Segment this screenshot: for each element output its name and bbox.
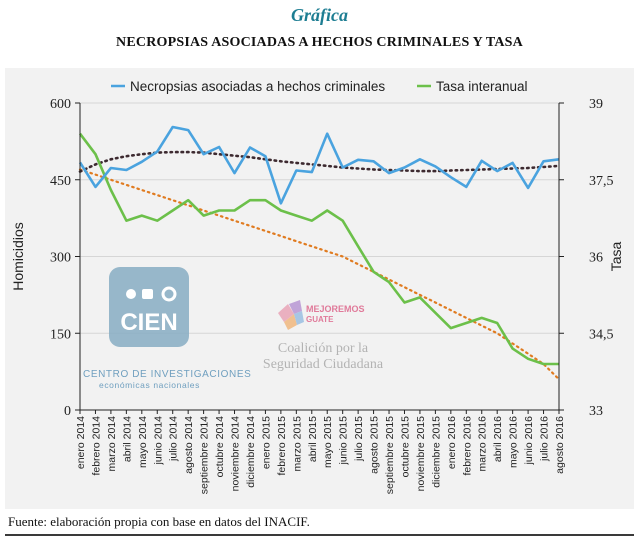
cien-logo-dot bbox=[126, 289, 136, 299]
x-tick-label: febrero 2014 bbox=[90, 416, 102, 476]
trendline-necropsias bbox=[78, 150, 561, 173]
x-tick-label: julio 2015 bbox=[353, 416, 365, 462]
y-tick-label-left: 0 bbox=[64, 404, 71, 419]
cien-logo-text: CIEN bbox=[120, 309, 177, 336]
x-tick-label: octubre 2014 bbox=[214, 416, 226, 477]
legend-label-necropsias: Necropsias asociadas a hechos criminales bbox=[130, 79, 385, 94]
y-tick-label-right: 37,5 bbox=[589, 174, 614, 189]
legend-label-tasa: Tasa interanual bbox=[436, 79, 528, 94]
x-tick-label: enero 2014 bbox=[75, 416, 87, 469]
x-tick-label: abril 2014 bbox=[121, 416, 133, 462]
y-tick-label-left: 300 bbox=[50, 251, 71, 266]
x-tick-label: mayo 2016 bbox=[508, 416, 520, 468]
cien-name-line2: económicas nacionales bbox=[99, 380, 200, 390]
x-tick-label: diciembre 2015 bbox=[430, 416, 442, 488]
y-tick-label-right: 36 bbox=[589, 251, 603, 266]
x-tick-label: noviembre 2015 bbox=[415, 416, 427, 491]
x-tick-label: abril 2016 bbox=[492, 416, 504, 462]
x-tick-label: marzo 2014 bbox=[106, 416, 118, 472]
x-tick-label: agosto 2016 bbox=[554, 416, 566, 474]
trendline-tasa bbox=[78, 168, 561, 381]
mejoremos-line1: MEJOREMOS bbox=[306, 304, 365, 314]
x-tick-label: febrero 2015 bbox=[276, 416, 288, 476]
x-tick-label: mayo 2014 bbox=[137, 416, 149, 468]
y-tick-label-right: 34,5 bbox=[589, 327, 614, 342]
x-tick-label: febrero 2016 bbox=[461, 416, 473, 476]
y-tick-label-right: 33 bbox=[589, 404, 603, 419]
series-line-tasa bbox=[78, 132, 559, 366]
x-tick-label: enero 2015 bbox=[260, 416, 272, 469]
x-tick-label: enero 2016 bbox=[446, 416, 458, 469]
bottom-rule bbox=[5, 534, 634, 536]
x-tick-label: octubre 2015 bbox=[399, 416, 411, 477]
chart-panel: Necropsias asociadas a hechos criminales… bbox=[5, 68, 634, 509]
coalicion-line1: Coalición por la bbox=[278, 341, 369, 356]
cien-name-line1: CENTRO DE INVESTIGACIONES bbox=[83, 369, 251, 380]
cien-logo-ring bbox=[161, 286, 177, 302]
source-note: Fuente: elaboración propia con base en d… bbox=[8, 514, 310, 529]
x-tick-label: mayo 2015 bbox=[322, 416, 334, 468]
coalicion-line2: Seguridad Ciudadana bbox=[263, 357, 384, 372]
x-tick-label: septiembre 2015 bbox=[384, 416, 396, 494]
series-line-necropsias bbox=[78, 125, 560, 205]
cien-watermark: CIEN CENTRO DE INVESTIGACIONES económica… bbox=[83, 267, 251, 390]
chart-svg: Necropsias asociadas a hechos criminales… bbox=[10, 79, 624, 494]
x-tick-label: marzo 2015 bbox=[291, 416, 303, 472]
y-tick-label-left: 450 bbox=[50, 174, 71, 189]
x-tick-label: septiembre 2014 bbox=[199, 416, 211, 494]
x-tick-label: junio 2015 bbox=[338, 416, 350, 466]
x-tick-label: junio 2016 bbox=[523, 416, 535, 466]
y-axis-title-left: Homicidios bbox=[10, 222, 26, 290]
chart-title: NECROPSIAS ASOCIADAS A HECHOS CRIMINALES… bbox=[116, 35, 523, 50]
mejoremos-guate-icon bbox=[278, 300, 304, 330]
x-tick-label: julio 2016 bbox=[539, 416, 551, 462]
chart-supertitle: Gráfica bbox=[291, 5, 348, 25]
x-tick-label: abril 2015 bbox=[307, 416, 319, 462]
x-tick-label: marzo 2016 bbox=[477, 416, 489, 472]
y-tick-label-left: 150 bbox=[50, 327, 71, 342]
x-tick-label: agosto 2014 bbox=[183, 416, 195, 474]
y-tick-label-left: 600 bbox=[50, 97, 71, 112]
x-tick-label: noviembre 2014 bbox=[230, 416, 242, 491]
y-tick-label-right: 39 bbox=[589, 97, 603, 112]
x-tick-label: junio 2014 bbox=[152, 416, 164, 466]
x-tick-label: julio 2014 bbox=[168, 416, 180, 462]
x-tick-label: agosto 2015 bbox=[369, 416, 381, 474]
y-axis-title-right: Tasa bbox=[608, 242, 624, 272]
cien-logo-bar bbox=[142, 289, 153, 299]
mejoremos-line2: GUATE bbox=[306, 315, 334, 324]
mejoremos-watermark: MEJOREMOS GUATE Coalición por la Segurid… bbox=[263, 300, 384, 372]
x-tick-label: diciembre 2014 bbox=[245, 416, 257, 488]
legend: Necropsias asociadas a hechos criminales… bbox=[111, 79, 528, 94]
